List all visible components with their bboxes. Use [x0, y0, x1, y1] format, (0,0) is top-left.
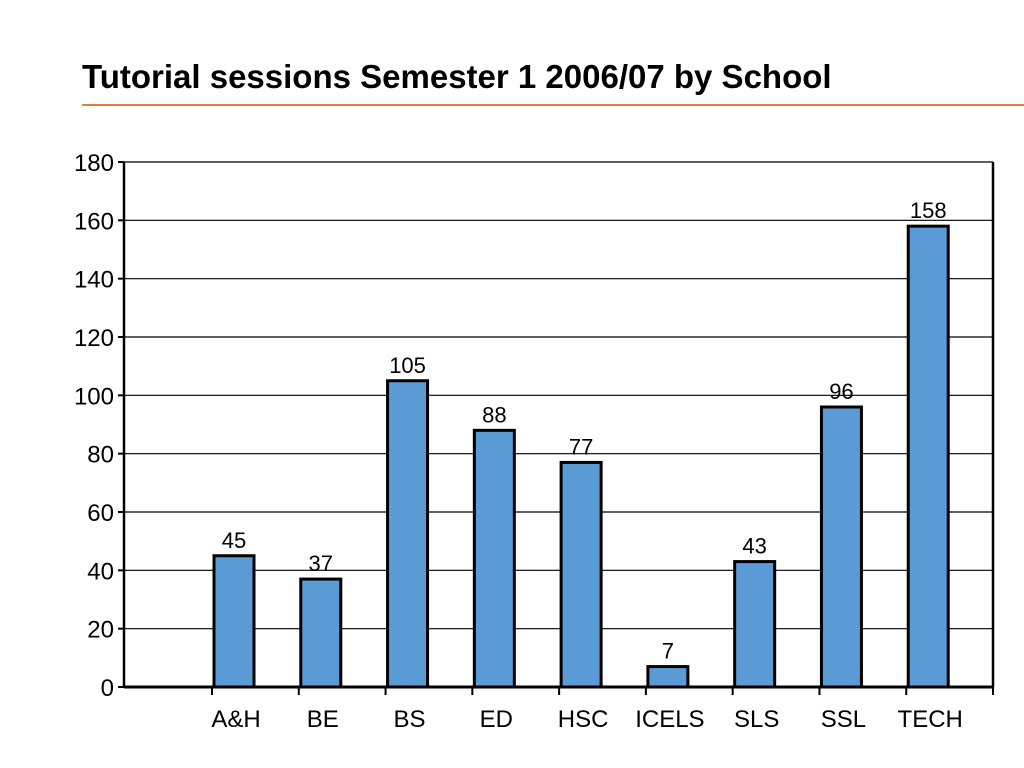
- x-tick-label: BE: [307, 706, 339, 733]
- data-label: 96: [829, 379, 853, 404]
- x-tick-label: A&H: [211, 706, 260, 733]
- y-tick-label: 100: [74, 383, 114, 410]
- y-tick-label: 160: [74, 208, 114, 235]
- bar-be: [299, 577, 343, 689]
- x-tick-label: BS: [394, 706, 426, 733]
- y-tick-label: 120: [74, 325, 114, 352]
- y-tick-label: 0: [101, 675, 114, 702]
- data-label: 77: [569, 434, 593, 459]
- x-tick-label: ED: [480, 706, 513, 733]
- y-tick-label: 80: [87, 442, 114, 469]
- bar-sls: [733, 560, 777, 689]
- data-label: 37: [309, 551, 333, 576]
- y-tick-label: 140: [74, 267, 114, 294]
- bar-hsc: [559, 460, 603, 689]
- data-label: 158: [910, 198, 947, 223]
- data-label: 43: [742, 534, 766, 559]
- y-tick-label: 40: [87, 558, 114, 585]
- chart-title: Tutorial sessions Semester 1 2006/07 by …: [82, 58, 832, 95]
- title-underline: [82, 104, 1024, 106]
- data-label: 105: [389, 353, 426, 378]
- bar-icels: [646, 665, 690, 689]
- data-label: 88: [482, 402, 506, 427]
- bar-ed: [472, 428, 516, 689]
- bars: [212, 224, 950, 689]
- x-tick-label: ICELS: [635, 706, 704, 733]
- x-tick-label: HSC: [558, 706, 609, 733]
- bar-tech: [906, 224, 950, 689]
- labels: 0 20 40 60 80 100 120 140 160 180 45 A&H 37 BE 105 BS 88…: [74, 150, 963, 733]
- x-tick-label: SSL: [821, 706, 866, 733]
- bar-bs: [386, 379, 430, 689]
- bar-ah: [212, 554, 256, 689]
- data-label: 45: [222, 528, 246, 553]
- x-tick-label: SLS: [734, 706, 779, 733]
- data-label: 7: [662, 639, 674, 664]
- y-tick-label: 20: [87, 617, 114, 644]
- y-tick-label: 180: [74, 150, 114, 177]
- bar-ssl: [819, 405, 863, 689]
- y-tick-label: 60: [87, 500, 114, 527]
- x-tick-label: TECH: [898, 706, 963, 733]
